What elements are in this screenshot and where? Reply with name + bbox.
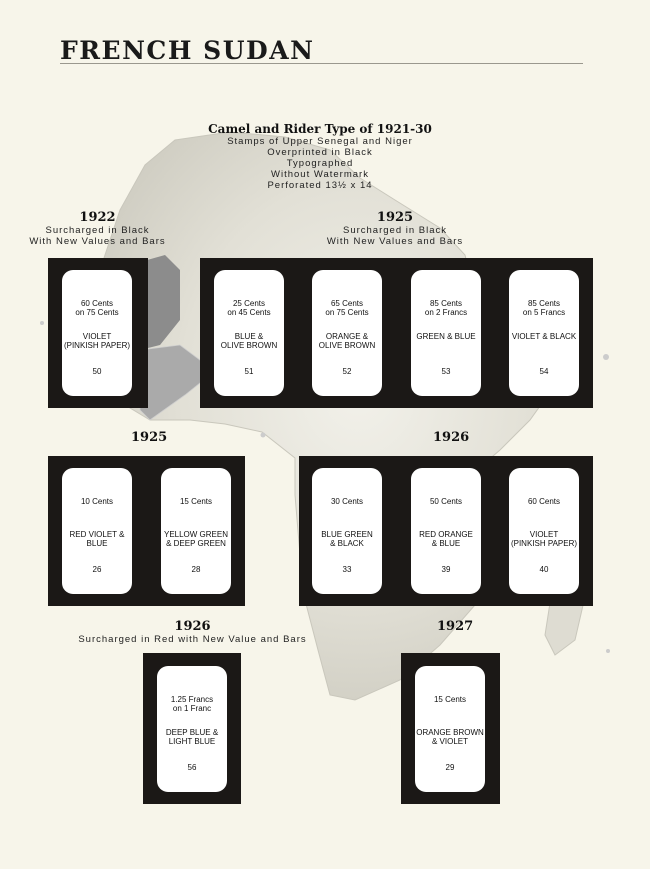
section-year: 1926 <box>433 430 470 445</box>
series-line: Without Watermark <box>271 169 369 180</box>
stamp-color: VIOLET & BLACK <box>511 332 577 341</box>
stamp-denomination: 25 Cents <box>232 299 266 308</box>
section-year: 1926 <box>174 619 211 634</box>
section-header: 1925 Surcharged in Black With New Values… <box>315 210 475 247</box>
page-title: FRENCH SUDAN <box>60 36 315 65</box>
section-year: 1927 <box>437 619 474 634</box>
stamp-number: 33 <box>342 565 352 574</box>
stamp-color: OLIVE BROWN <box>318 341 376 350</box>
stamp-color: YELLOW GREEN <box>163 530 228 539</box>
stamp-denomination: 10 Cents <box>80 497 114 506</box>
stamp-frame: 15 Cents ORANGE BROWN & VIOLET 29 <box>415 666 485 792</box>
series-line: Perforated 13½ x 14 <box>267 180 373 191</box>
stamp-color: OLIVE BROWN <box>220 341 278 350</box>
stamp-surcharge: on 2 Francs <box>424 308 468 317</box>
stamp-surcharge: on 1 Franc <box>172 704 212 713</box>
island-dot <box>40 321 44 325</box>
section-note: Surcharged in Black <box>342 225 448 236</box>
series-line: Overprinted in Black <box>267 147 373 158</box>
stamp-color: DEEP BLUE & <box>165 728 219 737</box>
section-note: With New Values and Bars <box>326 236 464 247</box>
section-note: Surcharged in Red with New Value and Bar… <box>78 634 307 645</box>
stamp-denomination: 50 Cents <box>429 497 463 506</box>
stamp-color: LIGHT BLUE <box>168 737 216 746</box>
stamp-number: 50 <box>92 367 102 376</box>
island-dot <box>603 354 609 360</box>
stamp-surcharge: on 5 Francs <box>522 308 566 317</box>
stamp-color: & VIOLET <box>431 737 468 746</box>
stamp-number: 28 <box>191 565 201 574</box>
island-dot <box>260 432 266 438</box>
title-divider <box>60 63 583 64</box>
stamp-color: BLUE <box>86 539 108 548</box>
stamp-denomination: 60 Cents <box>80 299 114 308</box>
stamp-denomination: 85 Cents <box>429 299 463 308</box>
stamp-frame: 30 Cents BLUE GREEN & BLACK 33 <box>312 468 382 594</box>
stamp-frame: 85 Cents on 5 Francs VIOLET & BLACK 54 <box>509 270 579 396</box>
section-year: 1925 <box>376 210 414 225</box>
stamp-number: 29 <box>445 763 455 772</box>
stamp-color: RED ORANGE <box>419 530 473 539</box>
stamp-color: (PINKISH PAPER) <box>510 539 578 548</box>
stamp-color: RED VIOLET & <box>69 530 125 539</box>
west-africa-highlight <box>139 344 211 421</box>
section-year: 1922 <box>79 210 116 225</box>
section-note: Surcharged in Black <box>45 225 150 236</box>
stamp-frame: 50 Cents RED ORANGE & BLUE 39 <box>411 468 481 594</box>
stamp-number: 52 <box>342 367 352 376</box>
stamp-color: BLUE & <box>234 332 264 341</box>
island-dot <box>606 649 610 653</box>
stamp-number: 40 <box>539 565 549 574</box>
stamp-color: & BLACK <box>330 539 364 548</box>
stamp-surcharge: on 75 Cents <box>75 308 119 317</box>
stamp-color: & DEEP GREEN <box>166 539 226 548</box>
series-header: Camel and Rider Type of 1921-30 Stamps o… <box>175 122 465 191</box>
stamp-denomination: 15 Cents <box>433 695 467 704</box>
stamp-frame: 60 Cents VIOLET (PINKISH PAPER) 40 <box>509 468 579 594</box>
stamp-surcharge: on 45 Cents <box>227 308 271 317</box>
french-sudan-highlight <box>140 255 180 350</box>
stamp-frame: 10 Cents RED VIOLET & BLUE 26 <box>62 468 132 594</box>
section-year: 1925 <box>131 430 168 445</box>
stamp-color: GREEN & BLUE <box>416 332 476 341</box>
stamp-frame: 85 Cents on 2 Francs GREEN & BLUE 53 <box>411 270 481 396</box>
stamp-color: VIOLET <box>82 332 112 341</box>
stamp-denomination: 65 Cents <box>330 299 364 308</box>
stamp-frame: 15 Cents YELLOW GREEN & DEEP GREEN 28 <box>161 468 231 594</box>
stamp-frame: 25 Cents on 45 Cents BLUE & OLIVE BROWN … <box>214 270 284 396</box>
stamp-number: 53 <box>441 367 451 376</box>
stamp-number: 56 <box>187 763 197 772</box>
stamp-number: 54 <box>539 367 549 376</box>
section-header: 1926 Surcharged in Red with New Value an… <box>60 619 325 645</box>
section-note: With New Values and Bars <box>29 236 166 247</box>
stamp-denomination: 60 Cents <box>527 497 561 506</box>
stamp-color: BLUE GREEN <box>321 530 373 539</box>
section-header: 1922 Surcharged in Black With New Values… <box>20 210 175 247</box>
series-title: Camel and Rider Type of 1921-30 <box>208 122 432 136</box>
stamp-denomination: 15 Cents <box>179 497 213 506</box>
stamp-frame: 1.25 Francs on 1 Franc DEEP BLUE & LIGHT… <box>157 666 227 792</box>
stamp-color: & BLUE <box>431 539 461 548</box>
stamp-number: 26 <box>92 565 102 574</box>
series-line: Typographed <box>286 158 354 169</box>
stamp-surcharge: on 75 Cents <box>325 308 369 317</box>
stamp-frame: 60 Cents on 75 Cents VIOLET (PINKISH PAP… <box>62 270 132 396</box>
stamp-number: 39 <box>441 565 451 574</box>
stamp-denomination: 30 Cents <box>330 497 364 506</box>
stamp-color: (PINKISH PAPER) <box>63 341 131 350</box>
stamp-denomination: 85 Cents <box>527 299 561 308</box>
stamp-denomination: 1.25 Francs <box>170 695 214 704</box>
stamp-number: 51 <box>244 367 254 376</box>
stamp-color: ORANGE & <box>325 332 369 341</box>
stamp-frame: 65 Cents on 75 Cents ORANGE & OLIVE BROW… <box>312 270 382 396</box>
series-line: Stamps of Upper Senegal and Niger <box>227 136 413 147</box>
stamp-color: VIOLET <box>529 530 559 539</box>
stamp-color: ORANGE BROWN <box>416 728 484 737</box>
